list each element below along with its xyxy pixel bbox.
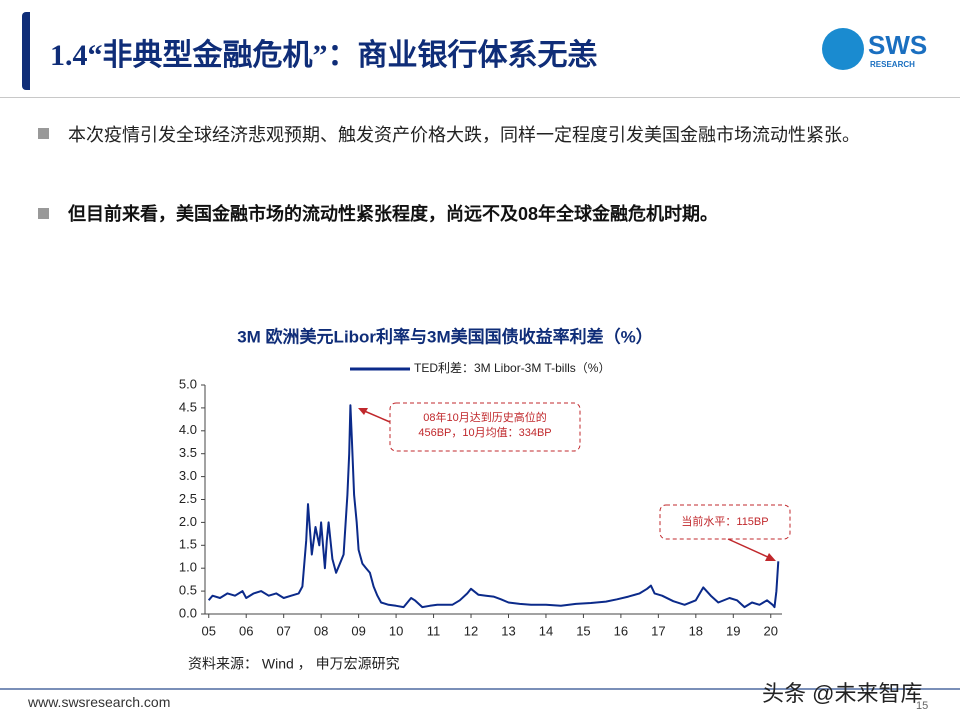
page-number: 15 <box>916 700 929 712</box>
arrow-head <box>358 408 368 415</box>
x-tick-label: 17 <box>651 623 665 638</box>
annotation-arrow <box>727 538 771 559</box>
y-tick-label: 0.5 <box>179 583 197 598</box>
annotation-text: 456BP，10月均值：334BP <box>418 426 551 439</box>
logo-sub: RESEARCH <box>870 60 915 69</box>
series-line <box>207 404 780 609</box>
bullet-text: 本次疫情引发全球经济悲观预期、触发资产价格大跌，同样一定程度引发美国金融市场流动… <box>68 125 860 145</box>
y-tick-label: 5.0 <box>179 376 197 391</box>
x-tick-label: 09 <box>351 623 365 638</box>
x-tick-label: 18 <box>689 623 703 638</box>
x-tick-label: 12 <box>464 623 478 638</box>
bullet-marker <box>38 208 49 219</box>
annotation-text: 当前水平：115BP <box>681 514 768 528</box>
source-note: 资料来源： Wind ， 申万宏源研究 <box>188 656 400 672</box>
y-tick-label: 3.0 <box>179 468 197 483</box>
x-tick-label: 10 <box>389 623 403 638</box>
chart-title: 3M 欧洲美元Libor利率与3M美国国债收益率利差（%） <box>237 326 653 346</box>
x-tick-label: 19 <box>726 623 740 638</box>
footer-url: www.swsresearch.com <box>28 694 171 710</box>
slide-title: 1.4“非典型金融危机”：商业银行体系无恙 <box>50 39 598 72</box>
legend-label: TED利差：3M Libor-3M T-bills（%） <box>414 361 610 375</box>
arrow-head <box>765 553 776 561</box>
y-tick-label: 0.0 <box>179 605 197 620</box>
header-bar <box>22 12 30 90</box>
x-tick-label: 13 <box>501 623 515 638</box>
y-tick-label: 1.0 <box>179 560 197 575</box>
bullet-text: 但目前来看，美国金融市场的流动性紧张程度，尚远不及08年全球金融危机时期。 <box>68 204 719 224</box>
x-tick-label: 16 <box>614 623 628 638</box>
logo-text: SWS <box>868 30 928 60</box>
y-tick-label: 4.0 <box>179 422 197 437</box>
footer-rule <box>0 688 960 690</box>
bullet-marker <box>38 128 49 139</box>
watermark: 头条 @未来智库 <box>762 681 923 706</box>
y-tick-label: 2.0 <box>179 514 197 529</box>
x-tick-label: 15 <box>576 623 590 638</box>
x-tick-label: 08 <box>314 623 328 638</box>
x-tick-label: 20 <box>764 623 778 638</box>
x-tick-label: 14 <box>539 623 553 638</box>
x-tick-label: 11 <box>427 623 441 638</box>
y-tick-label: 1.5 <box>179 537 197 552</box>
y-tick-label: 2.5 <box>179 491 197 506</box>
x-tick-label: 07 <box>276 623 290 638</box>
header-rule <box>0 97 960 98</box>
annotation-text: 08年10月达到历史高位的 <box>423 410 546 424</box>
x-tick-label: 06 <box>239 623 253 638</box>
y-tick-label: 4.5 <box>179 399 197 414</box>
annotation-arrow <box>361 409 391 423</box>
x-tick-label: 05 <box>202 623 216 638</box>
y-tick-label: 3.5 <box>179 445 197 460</box>
annotation-box <box>389 402 581 452</box>
logo-icon <box>822 28 864 70</box>
annotation-box <box>659 504 791 540</box>
